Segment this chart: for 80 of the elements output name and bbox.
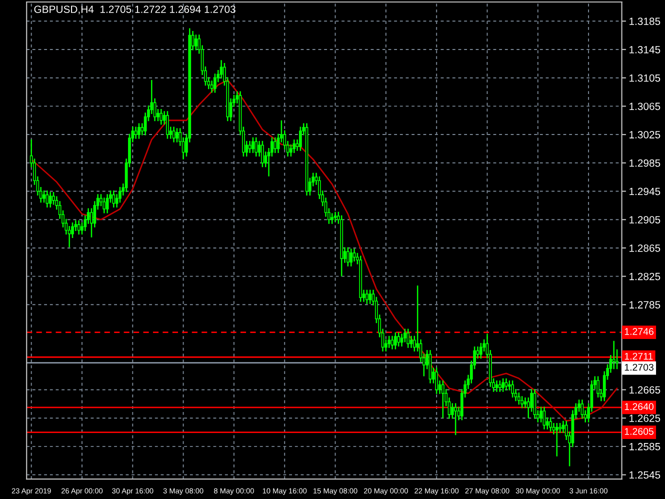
- candlestick: [504, 378, 508, 392]
- candlestick: [106, 193, 109, 214]
- candlestick: [112, 190, 116, 208]
- candlestick: [330, 212, 334, 224]
- candlestick: [520, 395, 524, 409]
- candlestick: [160, 108, 163, 126]
- chart-title: GBPUSD,H4 1.2705 1.2722 1.2694 1.2703: [34, 6, 236, 14]
- candlestick: [435, 367, 438, 395]
- candlestick: [346, 246, 350, 268]
- candlestick: [52, 191, 55, 206]
- candlestick: [118, 186, 122, 204]
- candlestick: [194, 34, 198, 51]
- y-tick-label: 1.2865: [630, 244, 660, 252]
- candlestick: [410, 335, 413, 349]
- candlestick: [479, 342, 482, 360]
- candlestick: [77, 220, 80, 236]
- y-tick-label: 1.2945: [630, 188, 660, 196]
- candlestick: [596, 376, 600, 398]
- candlestick: [390, 335, 394, 350]
- candlestick: [526, 396, 530, 419]
- ref-line-label: 1.2605: [624, 428, 654, 435]
- candlestick: [274, 136, 277, 154]
- candlestick: [46, 190, 49, 208]
- candlestick: [394, 332, 397, 350]
- candlestick: [292, 138, 296, 154]
- candlestick: [454, 402, 458, 436]
- candlestick: [334, 211, 337, 222]
- ref-line-label: 1.2711: [624, 352, 653, 360]
- y-tick-label: 1.3065: [630, 102, 660, 110]
- candlestick: [261, 140, 264, 168]
- y-tick-label: 1.3105: [630, 74, 660, 82]
- candlestick: [511, 380, 514, 398]
- y-tick-label: 1.3145: [630, 46, 660, 54]
- y-tick-label: 1.2625: [630, 414, 660, 422]
- candlestick: [138, 122, 140, 140]
- candlestick: [540, 406, 542, 423]
- y-tick-label: 1.3025: [630, 131, 660, 138]
- candlestick: [502, 378, 505, 392]
- candlestick: [42, 190, 46, 204]
- candlestick: [388, 335, 391, 349]
- candlestick: [172, 126, 176, 143]
- candlestick: [214, 72, 216, 94]
- candlestick: [558, 422, 562, 434]
- candlestick: [210, 80, 214, 94]
- candlestick: [254, 136, 258, 158]
- candlestick: [90, 208, 93, 238]
- line-series: [30, 79, 618, 422]
- y-tick-label: 1.3185: [630, 18, 660, 26]
- candlestick: [555, 422, 558, 457]
- candlestick: [176, 128, 178, 143]
- candlestick: [517, 392, 520, 406]
- ref-line-label: 1.2746: [624, 328, 654, 335]
- ref-line-label: 1.2640: [624, 403, 654, 410]
- candlestick: [368, 289, 372, 305]
- candlestick: [549, 416, 552, 432]
- y-tick-label: 1.2585: [630, 442, 660, 450]
- candlestick: [350, 248, 353, 268]
- candlestick: [298, 126, 302, 152]
- candlestick: [498, 380, 502, 392]
- y-tick-label: 1.2785: [630, 301, 660, 309]
- candlestick: [166, 110, 169, 140]
- candlestick: [508, 380, 511, 392]
- candlestick: [252, 136, 254, 154]
- candlestick: [441, 380, 444, 419]
- candlestick: [289, 144, 292, 158]
- candlestick: [397, 332, 400, 348]
- candlestick: [48, 191, 52, 208]
- candlestick: [403, 328, 406, 343]
- y-tick-label: 1.2665: [630, 386, 660, 394]
- ref-line-label: 1.2703: [624, 364, 654, 371]
- y-tick-label: 1.2905: [630, 216, 660, 224]
- y-tick-label: 1.2545: [630, 471, 660, 479]
- candlestick: [612, 340, 616, 370]
- candlestick: [102, 197, 106, 214]
- y-tick-label: 1.2825: [630, 272, 660, 280]
- candlestick: [365, 289, 368, 305]
- y-tick-label: 1.2985: [630, 159, 660, 167]
- candlestick: [524, 396, 527, 409]
- candlestick: [406, 328, 410, 349]
- candlestick: [134, 126, 138, 140]
